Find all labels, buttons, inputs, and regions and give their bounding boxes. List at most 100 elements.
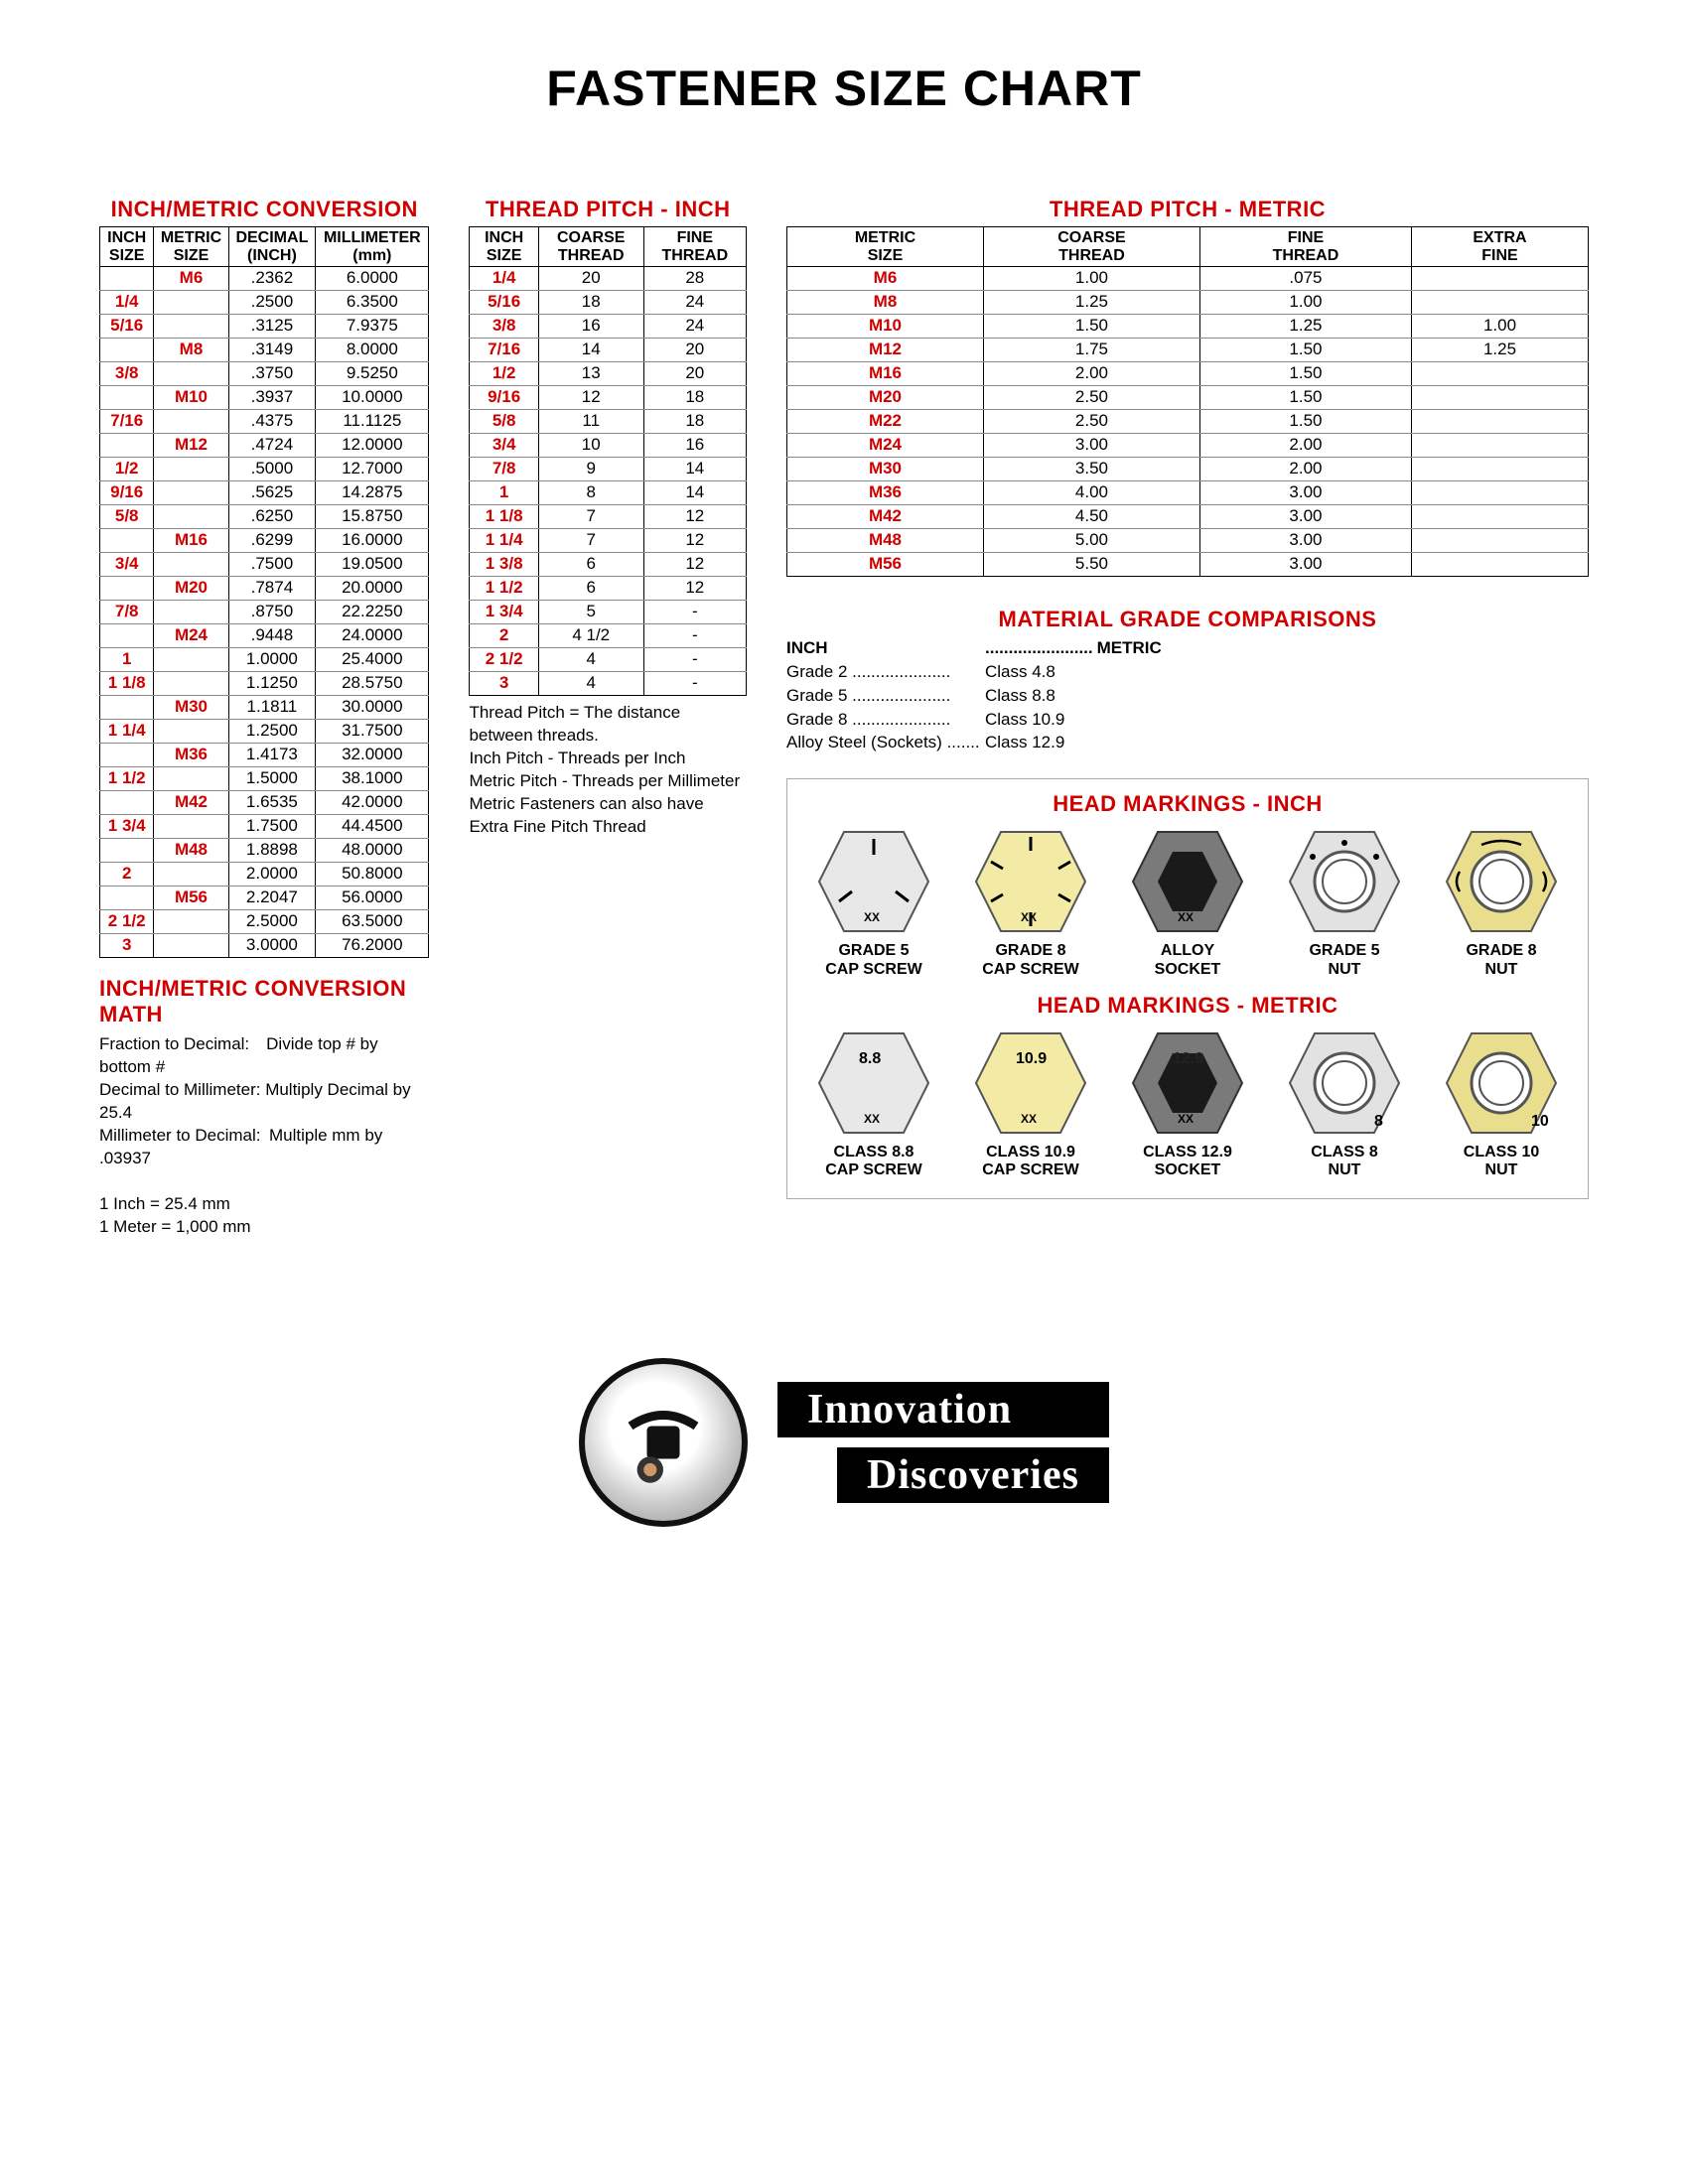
table-row: 33.000076.2000 [100, 934, 429, 958]
note-line: Inch Pitch - Threads per Inch [469, 748, 747, 770]
table-row: M162.001.50 [787, 362, 1589, 386]
conversion-table: INCHSIZEMETRICSIZEDECIMAL(INCH)MILLIMETE… [99, 226, 429, 958]
table-cell: 16 [643, 434, 746, 458]
table-header: METRICSIZE [787, 227, 984, 267]
table-cell: 14.2875 [316, 481, 429, 505]
table-header: COARSETHREAD [538, 227, 643, 267]
table-cell: 1 1/8 [100, 672, 154, 696]
table-cell [154, 410, 228, 434]
svg-text:10.9: 10.9 [1016, 1050, 1047, 1067]
table-row: 1/21320 [470, 362, 747, 386]
table-cell: 25.4000 [316, 648, 429, 672]
table-cell [1411, 434, 1588, 458]
table-row: M485.003.00 [787, 529, 1589, 553]
table-row: M421.653542.0000 [100, 791, 429, 815]
table-cell: 3.00 [1199, 529, 1411, 553]
table-cell: - [643, 672, 746, 696]
svg-text:XX: XX [864, 1112, 880, 1126]
table-row: 1 1/81.125028.5750 [100, 672, 429, 696]
table-cell [154, 910, 228, 934]
table-cell: M6 [787, 267, 984, 291]
table-row: M8.31498.0000 [100, 339, 429, 362]
table-cell: 6.3500 [316, 291, 429, 315]
table-row: 7/16.437511.1125 [100, 410, 429, 434]
table-cell: M16 [154, 529, 228, 553]
head-markings-box: HEAD MARKINGS - INCH XXGRADE 5CAP SCREWX… [786, 778, 1589, 1199]
logo-line2: Discoveries [837, 1447, 1109, 1503]
page-title: FASTENER SIZE CHART [99, 60, 1589, 117]
table-cell: 42.0000 [316, 791, 429, 815]
table-cell: M56 [787, 553, 984, 577]
table-cell: 28.5750 [316, 672, 429, 696]
table-cell: 12.0000 [316, 434, 429, 458]
note-line: Decimal to Millimeter: Multiply Decimal … [99, 1079, 429, 1125]
table-row: 1/4.25006.3500 [100, 291, 429, 315]
table-row: 1 1/8712 [470, 505, 747, 529]
pitch-metric-table: METRICSIZECOARSETHREADFINETHREADEXTRAFIN… [786, 226, 1589, 577]
table-row: M6.23626.0000 [100, 267, 429, 291]
table-cell: .7500 [228, 553, 316, 577]
table-cell: M8 [787, 291, 984, 315]
table-cell: M30 [154, 696, 228, 720]
grade-comparison: MATERIAL GRADE COMPARISONS INCH.........… [786, 607, 1589, 754]
table-cell: .7874 [228, 577, 316, 601]
table-row: M424.503.00 [787, 505, 1589, 529]
table-cell: 3/4 [100, 553, 154, 577]
table-cell: 4 [538, 648, 643, 672]
logo-icon [579, 1358, 748, 1527]
table-cell: 5/16 [100, 315, 154, 339]
head-marking-item: XXGRADE 8CAP SCREW [956, 827, 1105, 979]
table-row: 1 3/8612 [470, 553, 747, 577]
note-line: Metric Fasteners can also have Extra Fin… [469, 793, 747, 839]
math-title: INCH/METRIC CONVERSION MATH [99, 976, 429, 1027]
table-cell: 1 [100, 648, 154, 672]
table-cell: 20.0000 [316, 577, 429, 601]
table-cell: .3750 [228, 362, 316, 386]
table-row: 1814 [470, 481, 747, 505]
table-cell: 12 [538, 386, 643, 410]
table-cell [1411, 529, 1588, 553]
table-row: 5/16.31257.9375 [100, 315, 429, 339]
table-cell: 9.5250 [316, 362, 429, 386]
table-cell: 2.00 [1199, 434, 1411, 458]
table-cell: 20 [643, 339, 746, 362]
table-cell: M20 [154, 577, 228, 601]
table-cell: 12 [643, 529, 746, 553]
table-cell: 2 [470, 624, 538, 648]
table-cell: .2500 [228, 291, 316, 315]
table-cell: 12 [643, 577, 746, 601]
table-cell: M12 [154, 434, 228, 458]
table-cell: 1 3/4 [470, 601, 538, 624]
svg-text:XX: XX [1021, 1112, 1037, 1126]
table-cell [154, 863, 228, 887]
table-row: 24 1/2- [470, 624, 747, 648]
table-cell: 76.2000 [316, 934, 429, 958]
head-marking-item: 10.9XXCLASS 10.9CAP SCREW [956, 1028, 1105, 1180]
table-cell: 1/2 [470, 362, 538, 386]
table-cell: 3/8 [100, 362, 154, 386]
table-cell: 18 [643, 386, 746, 410]
table-cell: - [643, 601, 746, 624]
table-cell [100, 839, 154, 863]
table-cell: 11 [538, 410, 643, 434]
logo-text: Innovation Discoveries [777, 1382, 1109, 1503]
table-cell: 1.0000 [228, 648, 316, 672]
table-cell: 1.00 [1199, 291, 1411, 315]
table-cell [154, 767, 228, 791]
table-cell: .4724 [228, 434, 316, 458]
table-row: 34- [470, 672, 747, 696]
table-cell: 2 [100, 863, 154, 887]
table-header: MILLIMETER(mm) [316, 227, 429, 267]
table-cell: 8 [538, 481, 643, 505]
table-cell: 2 1/2 [470, 648, 538, 672]
table-cell: 7 [538, 505, 643, 529]
table-row: M481.889848.0000 [100, 839, 429, 863]
table-row: 1 3/41.750044.4500 [100, 815, 429, 839]
conversion-title: INCH/METRIC CONVERSION [99, 197, 429, 222]
table-cell: 31.7500 [316, 720, 429, 744]
table-cell: 3.00 [1199, 505, 1411, 529]
table-cell: 1 1/4 [470, 529, 538, 553]
table-cell: 48.0000 [316, 839, 429, 863]
table-cell: M22 [787, 410, 984, 434]
table-cell: 8.0000 [316, 339, 429, 362]
